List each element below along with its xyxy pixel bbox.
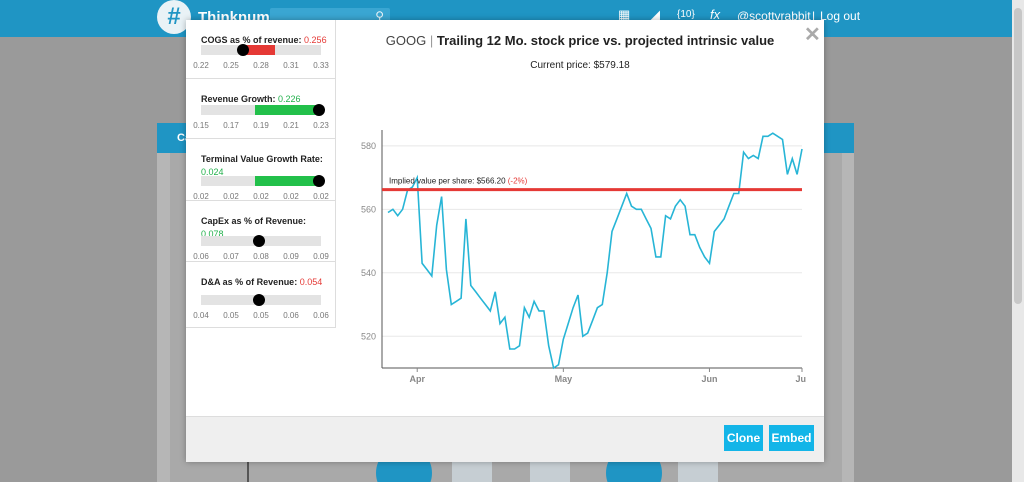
slider-tick-label: 0.05 [253, 311, 269, 320]
slider-tick-label: 0.09 [313, 252, 329, 261]
slider-tick-label: 0.02 [253, 192, 269, 201]
slider-label-text: D&A as % of Revenue: [201, 277, 298, 287]
chart-title-text: Trailing 12 Mo. stock price vs. projecte… [436, 33, 775, 48]
slider-tick-label: 0.19 [253, 121, 269, 130]
background-block [530, 458, 570, 482]
clone-button[interactable]: Clone [724, 425, 763, 451]
logo-hash-icon[interactable]: # [157, 0, 191, 34]
slider-tick-label: 0.02 [283, 192, 299, 201]
fx-icon[interactable]: fx [710, 7, 721, 22]
close-icon[interactable]: ✕ [804, 24, 821, 46]
slider-label-text: COGS as % of revenue: [201, 35, 302, 45]
slider-track[interactable] [201, 294, 321, 306]
slider-handle[interactable] [312, 175, 325, 187]
slider-handle[interactable] [312, 104, 325, 116]
slider-handle[interactable] [237, 44, 249, 56]
slider-2: Terminal Value Growth Rate: 0.024 0.02 0.0… [186, 139, 336, 201]
slider-0: COGS as % of revenue: 0.256 0.22 0.25 0.28 0… [186, 20, 336, 79]
slider-tick-label: 0.06 [193, 252, 209, 261]
slider-tick-label: 0.06 [283, 311, 299, 320]
slider-value: 0.226 [278, 94, 301, 104]
slider-tick-label: 0.25 [223, 61, 239, 70]
slider-4: D&A as % of Revenue: 0.054 0.04 0.05 0.05 0.… [186, 262, 336, 328]
slider-tick-label: 0.22 [193, 61, 209, 70]
slider-fill [255, 176, 321, 186]
slider-tick-label: 0.31 [283, 61, 299, 70]
scrollbar-thumb[interactable] [1014, 8, 1022, 304]
ticker-label: GOOG [385, 33, 427, 48]
divider: | [812, 9, 816, 23]
slider-label-text: Revenue Growth: [201, 94, 276, 104]
slider-tick-label: 0.07 [223, 252, 239, 261]
slider-label-text: CapEx as % of Revenue: [201, 216, 307, 226]
slider-tick-label: 0.02 [313, 192, 329, 201]
slider-tick-label: 0.06 [313, 311, 329, 320]
x-tick-label: Apr [409, 374, 425, 384]
title-separator: | [429, 33, 434, 48]
y-tick-label: 560 [361, 204, 376, 214]
slider-track[interactable] [201, 235, 321, 247]
slider-1: Revenue Growth: 0.226 0.15 0.17 0.19 0.21 0.2… [186, 79, 336, 139]
slider-tick-label: 0.05 [223, 311, 239, 320]
x-tick-label: Jul [795, 374, 806, 384]
implied-value-label: Implied value per share: $566.20 (-2%) [389, 177, 528, 186]
slider-label: D&A as % of Revenue: 0.054 [201, 276, 331, 289]
slider-label: Revenue Growth: 0.226 [201, 93, 331, 106]
search-icon[interactable]: ⚲ [375, 9, 384, 23]
slider-tick-label: 0.02 [193, 192, 209, 201]
chart-icon[interactable]: ◢ [650, 7, 660, 22]
slider-fill [255, 105, 321, 115]
chart-title: GOOG | Trailing 12 Mo. stock price vs. p… [336, 33, 824, 48]
user-link[interactable]: @scottyrabbit [737, 9, 811, 23]
embed-button[interactable]: Embed [769, 425, 814, 451]
slider-label-text: Terminal Value Growth Rate: [201, 154, 323, 164]
y-tick-label: 520 [361, 331, 376, 341]
slider-track[interactable] [201, 44, 321, 56]
modal-footer: Clone Embed [186, 416, 824, 462]
current-price-label: Current price: $579.18 [530, 60, 630, 71]
slider-tick-label: 0.33 [313, 61, 329, 70]
price-chart: 520 540 560 580 Apr May Jun Jul Implied value pe… [361, 130, 806, 384]
slider-handle[interactable] [252, 294, 265, 306]
slider-tick-label: 0.28 [253, 61, 269, 70]
slider-tick-label: 0.15 [193, 121, 209, 130]
assumptions-sidebar: COGS as % of revenue: 0.256 0.22 0.25 0.28 0… [186, 20, 336, 328]
background-block [452, 458, 492, 482]
top-navbar: # Thinknum ⚲ ▦ ◢ {10} fx @scottyrabbit |… [0, 0, 1012, 37]
slider-track[interactable] [201, 175, 325, 187]
stock-price-line [387, 132, 803, 370]
slider-3: CapEx as % of Revenue: 0.078 0.06 0.07 0.08… [186, 201, 336, 262]
slider-label: COGS as % of revenue: 0.256 [201, 34, 331, 47]
table-icon[interactable]: ▦ [618, 7, 631, 22]
logout-link[interactable]: Log out [820, 9, 861, 23]
slider-value: 0.024 [201, 167, 224, 177]
slider-tick-label: 0.09 [283, 252, 299, 261]
slider-tick-label: 0.17 [223, 121, 239, 130]
slider-track[interactable] [201, 104, 325, 116]
slider-tick-label: 0.04 [193, 311, 209, 320]
slider-tick-label: 0.23 [313, 121, 329, 130]
background-block [678, 458, 718, 482]
slider-value: 0.054 [299, 277, 323, 287]
slider-tick-label: 0.08 [253, 252, 269, 261]
x-tick-label: Jun [701, 374, 717, 384]
slider-value: 0.256 [304, 35, 327, 45]
slider-handle[interactable] [252, 235, 265, 247]
slider-label: Terminal Value Growth Rate: 0.024 [201, 153, 331, 179]
x-tick-label: May [555, 374, 573, 384]
slider-label: CapEx as % of Revenue: 0.078 [201, 215, 331, 241]
y-tick-label: 540 [361, 268, 376, 278]
slider-tick-label: 0.02 [223, 192, 239, 201]
data-icon[interactable]: {10} [677, 9, 695, 20]
slider-fill [243, 45, 276, 55]
slider-value: 0.078 [201, 229, 224, 239]
page-scrollbar[interactable] [1012, 0, 1024, 482]
slider-tick-label: 0.21 [283, 121, 299, 130]
y-tick-label: 580 [361, 141, 376, 151]
chart-modal: ✕ COGS as % of revenue: 0.256 0.22 0.25 0.2… [186, 20, 824, 462]
